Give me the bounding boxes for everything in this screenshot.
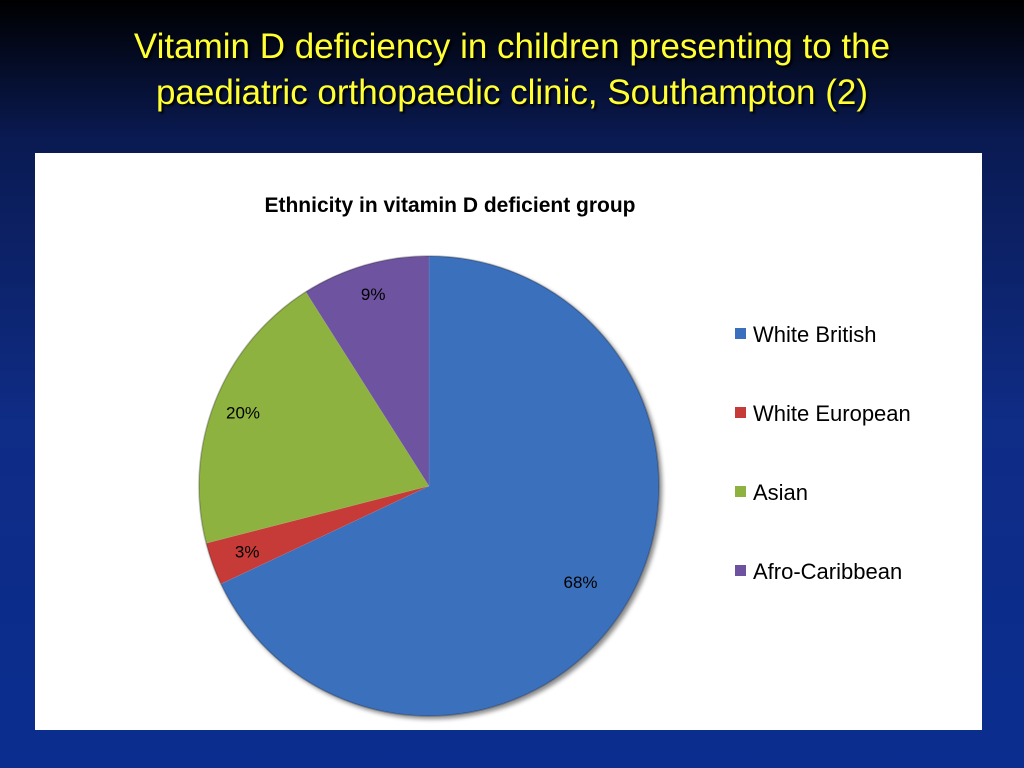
legend-swatch-asian <box>735 486 746 497</box>
pie-chart: Ethnicity in vitamin D deficient group 6… <box>198 194 911 717</box>
chart-legend: White British White European Asian Afro-Car… <box>735 322 911 584</box>
pie-outline <box>198 255 660 717</box>
slide-title: Vitamin D deficiency in children present… <box>0 24 1024 116</box>
legend-swatch-white-european <box>735 407 746 418</box>
pie-slices <box>198 255 660 717</box>
slide-title-line-2: paediatric orthopaedic clinic, Southampt… <box>155 73 869 112</box>
slide-title-line-1: Vitamin D deficiency in children present… <box>133 27 891 66</box>
legend-label-white-european: White European <box>753 401 911 426</box>
legend-swatch-white-british <box>735 328 746 339</box>
legend-label-white-british: White British <box>753 322 876 347</box>
data-label-white-british: 68% <box>563 573 597 592</box>
data-label-asian: 20% <box>226 403 260 422</box>
pie-data-labels: 68% 3% 20% 9% <box>226 285 598 592</box>
chart-title: Ethnicity in vitamin D deficient group <box>264 194 635 217</box>
legend-label-afro-caribbean: Afro-Caribbean <box>753 559 902 584</box>
legend-swatch-afro-caribbean <box>735 565 746 576</box>
data-label-afro-caribbean: 9% <box>361 285 386 304</box>
legend-label-asian: Asian <box>753 480 808 505</box>
chart-panel: Ethnicity in vitamin D deficient group 6… <box>35 153 982 730</box>
data-label-white-european: 3% <box>235 542 260 561</box>
